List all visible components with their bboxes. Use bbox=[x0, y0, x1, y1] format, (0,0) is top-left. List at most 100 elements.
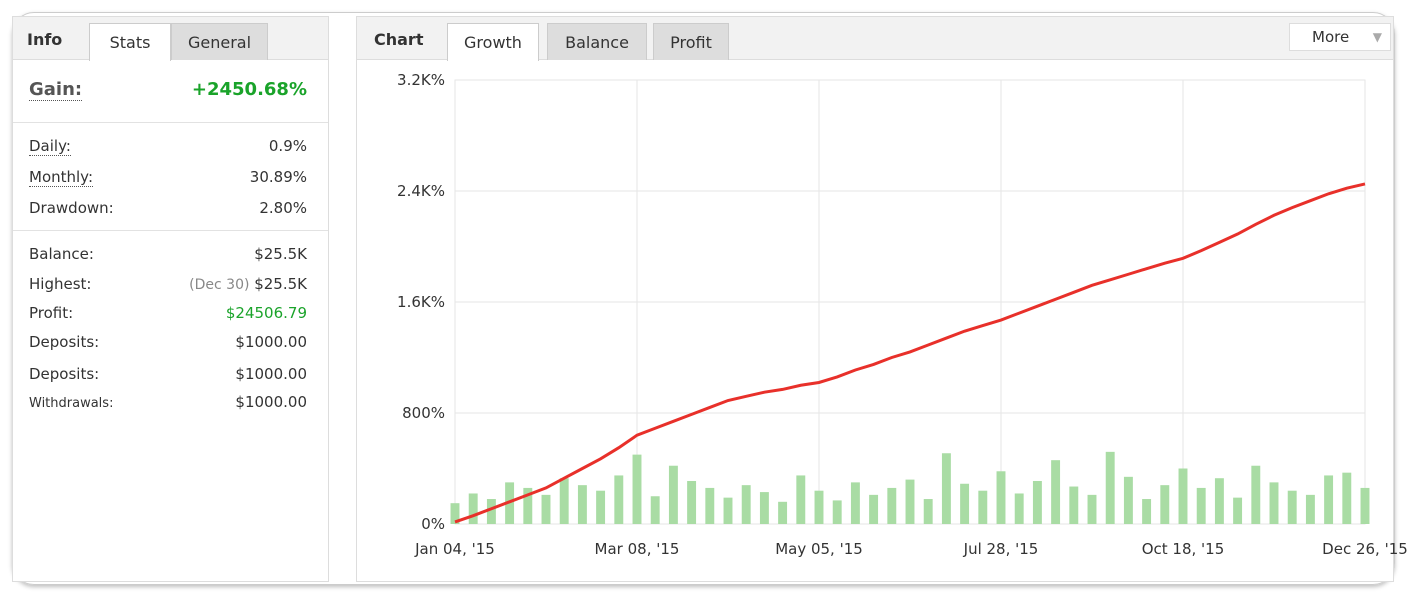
bar bbox=[1251, 465, 1261, 524]
more-label: More bbox=[1312, 28, 1350, 46]
bar bbox=[850, 482, 860, 524]
bar bbox=[705, 487, 715, 524]
dropdown-arrow: ▼ bbox=[1372, 30, 1382, 44]
bar bbox=[577, 485, 587, 524]
x-tick-label: Oct 18, '15 bbox=[1142, 540, 1225, 558]
bar bbox=[741, 485, 751, 524]
stat-row: Withdrawals: $1000.00 bbox=[29, 393, 307, 411]
bar bbox=[1123, 476, 1133, 524]
gain-value: +2450.68% bbox=[191, 79, 307, 100]
bar bbox=[559, 478, 569, 524]
stat-label: Deposits: bbox=[29, 333, 100, 351]
more-button[interactable]: More ▼ bbox=[1289, 23, 1391, 51]
stat-label: Drawdown: bbox=[29, 199, 114, 217]
bar bbox=[1196, 487, 1206, 524]
x-tick-label: Mar 08, '15 bbox=[595, 540, 680, 558]
stat-label: Balance: bbox=[29, 245, 94, 263]
stat-label: Deposits: bbox=[29, 365, 100, 383]
tab[interactable]: Balance bbox=[547, 23, 647, 60]
stat-row: Deposits: $1000.00 bbox=[29, 333, 307, 351]
bar bbox=[941, 453, 951, 524]
separator bbox=[13, 230, 328, 231]
stat-row: Monthly: 30.89% bbox=[29, 168, 307, 187]
stat-value: 30.89% bbox=[249, 168, 307, 186]
bar bbox=[668, 465, 678, 524]
bar bbox=[632, 454, 642, 524]
stat-value: $1000.00 bbox=[235, 393, 307, 411]
bar bbox=[723, 497, 733, 524]
y-tick-label: 1.6K% bbox=[397, 293, 445, 311]
bar bbox=[614, 475, 624, 524]
stat-label: Monthly: bbox=[29, 168, 94, 187]
stat-note: (Dec 30) bbox=[189, 277, 250, 293]
bar bbox=[486, 499, 496, 524]
y-tick-label: 3.2K% bbox=[397, 71, 445, 89]
bar bbox=[1178, 468, 1188, 524]
bar bbox=[996, 471, 1006, 524]
stat-value: $24506.79 bbox=[225, 304, 307, 322]
bar bbox=[923, 499, 933, 524]
x-tick-label: May 05, '15 bbox=[775, 540, 863, 558]
stat-value: 0.9% bbox=[268, 137, 307, 155]
bar bbox=[1360, 487, 1370, 524]
bar bbox=[450, 503, 460, 524]
tab[interactable]: Stats bbox=[89, 23, 171, 61]
x-tick-label: Jan 04, '15 bbox=[414, 540, 495, 558]
bar bbox=[778, 501, 788, 524]
bar bbox=[869, 494, 879, 524]
bar bbox=[1032, 480, 1042, 524]
stat-row: Daily: 0.9% bbox=[29, 137, 307, 156]
bar bbox=[541, 494, 551, 524]
bar bbox=[887, 487, 897, 524]
bar bbox=[468, 493, 478, 524]
bar bbox=[1014, 493, 1024, 524]
bar bbox=[796, 475, 806, 524]
stat-label: Profit: bbox=[29, 304, 74, 322]
gain-label: Gain: bbox=[29, 79, 83, 101]
stat-row: Balance: $25.5K bbox=[29, 245, 307, 263]
tab[interactable]: General bbox=[171, 23, 268, 60]
bar bbox=[1069, 486, 1079, 524]
bar bbox=[1087, 494, 1097, 524]
stat-label: Highest: bbox=[29, 275, 92, 293]
tab[interactable]: Profit bbox=[653, 23, 729, 60]
stat-value: $25.5K bbox=[254, 275, 307, 293]
bar bbox=[523, 487, 533, 524]
y-tick-label: 800% bbox=[402, 404, 445, 422]
bar bbox=[905, 479, 915, 524]
gain-row: Gain: +2450.68% bbox=[29, 79, 307, 101]
bar bbox=[1214, 478, 1224, 524]
tab[interactable]: Growth bbox=[447, 23, 539, 61]
bar bbox=[1142, 499, 1152, 524]
separator bbox=[13, 122, 328, 123]
chart-panel-title: Chart bbox=[374, 30, 424, 49]
stat-value: 2.80% bbox=[259, 199, 307, 217]
stat-row: Profit: $24506.79 bbox=[29, 304, 307, 322]
bar bbox=[1305, 494, 1315, 524]
bar bbox=[1051, 460, 1061, 524]
y-tick-label: 0% bbox=[421, 515, 445, 533]
stat-label: Withdrawals: bbox=[29, 396, 114, 411]
bar bbox=[759, 492, 769, 524]
bar bbox=[596, 490, 606, 524]
bar bbox=[687, 480, 697, 524]
bar bbox=[814, 490, 824, 524]
bar bbox=[978, 490, 988, 524]
bar bbox=[832, 500, 842, 524]
x-tick-label: Jul 28, '15 bbox=[963, 540, 1039, 558]
x-tick-label: Dec 26, '15 bbox=[1322, 540, 1408, 558]
stat-value: $25.5K bbox=[254, 245, 307, 263]
stat-row: Deposits: $1000.00 bbox=[29, 365, 307, 383]
bar bbox=[650, 496, 660, 524]
stat-row: Drawdown: 2.80% bbox=[29, 199, 307, 217]
stat-value: $1000.00 bbox=[235, 365, 307, 383]
stat-label: Daily: bbox=[29, 137, 71, 156]
y-tick-label: 2.4K% bbox=[397, 182, 445, 200]
stat-value: $1000.00 bbox=[235, 333, 307, 351]
growth-line bbox=[454, 182, 1366, 524]
bar bbox=[960, 483, 970, 524]
bar bbox=[1233, 497, 1243, 524]
bar bbox=[1160, 485, 1170, 524]
bar bbox=[1287, 490, 1297, 524]
